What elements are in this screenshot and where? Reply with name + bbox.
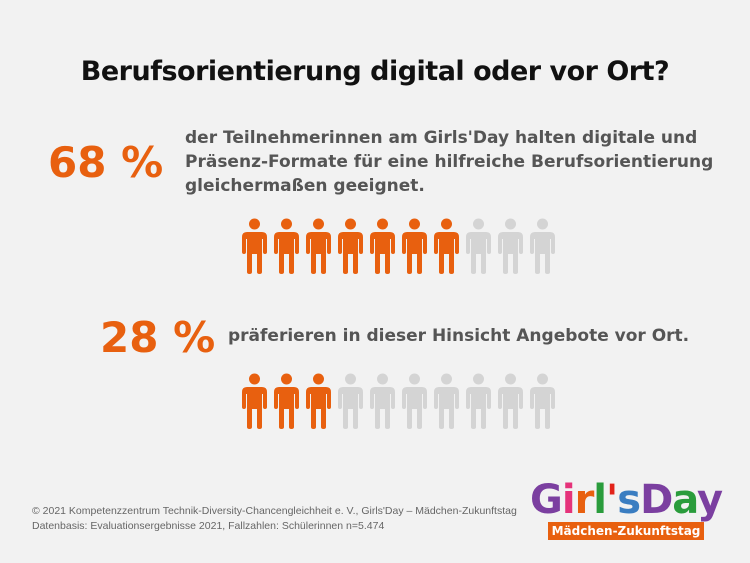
footer-copyright: © 2021 Kompetenzzentrum Technik-Diversit… (32, 505, 517, 517)
person-icon (242, 373, 267, 429)
logo-wordmark: Girl'sDay (530, 477, 723, 523)
person-icon (434, 373, 459, 429)
person-icon (498, 218, 523, 274)
footer: © 2021 Kompetenzzentrum Technik-Diversit… (32, 504, 517, 534)
person-icon (402, 373, 427, 429)
person-icon (530, 373, 555, 429)
person-icon (466, 373, 491, 429)
person-icon (306, 373, 331, 429)
people-row-onsite (241, 373, 556, 429)
person-icon (530, 218, 555, 274)
person-icon (242, 218, 267, 274)
stat-text-onsite: präferieren in dieser Hinsicht Angebote … (228, 326, 690, 346)
person-icon (370, 218, 395, 274)
person-icon (402, 218, 427, 274)
stat-text-digital: der Teilnehmerinnen am Girls'Day halten … (185, 128, 714, 196)
logo-subtitle: Mädchen-Zukunftstag (548, 522, 704, 540)
person-icon (338, 373, 363, 429)
person-icon (274, 218, 299, 274)
people-row-digital (241, 218, 556, 274)
person-icon (338, 218, 363, 274)
person-icon (306, 218, 331, 274)
stat-percent-digital: 68 % (48, 138, 164, 187)
person-icon (434, 218, 459, 274)
girlsday-logo: Girl'sDay Mädchen-Zukunftstag (530, 477, 723, 550)
stat-percent-onsite: 28 % (100, 313, 216, 362)
person-icon (370, 373, 395, 429)
person-icon (274, 373, 299, 429)
footer-source: Datenbasis: Evaluationsergebnisse 2021, … (32, 520, 385, 532)
page-title: Berufsorientierung digital oder vor Ort? (80, 56, 670, 87)
person-icon (466, 218, 491, 274)
person-icon (498, 373, 523, 429)
